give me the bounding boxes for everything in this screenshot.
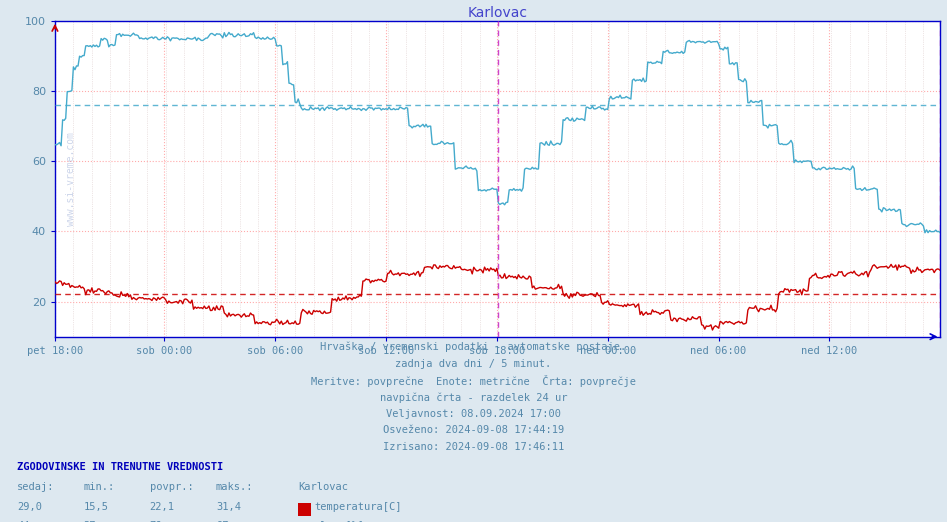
- Text: zadnja dva dni / 5 minut.: zadnja dva dni / 5 minut.: [396, 359, 551, 369]
- Text: www.si-vreme.com: www.si-vreme.com: [65, 132, 76, 226]
- Text: 29,0: 29,0: [17, 502, 42, 512]
- Text: 97: 97: [216, 521, 228, 522]
- Text: navpična črta - razdelek 24 ur: navpična črta - razdelek 24 ur: [380, 392, 567, 402]
- Text: Osveženo: 2024-09-08 17:44:19: Osveženo: 2024-09-08 17:44:19: [383, 425, 564, 435]
- Text: maks.:: maks.:: [216, 482, 254, 492]
- Text: povpr.:: povpr.:: [150, 482, 193, 492]
- Text: 15,5: 15,5: [83, 502, 108, 512]
- Text: 76: 76: [150, 521, 162, 522]
- Text: 44: 44: [17, 521, 29, 522]
- Text: 22,1: 22,1: [150, 502, 174, 512]
- Text: 31,4: 31,4: [216, 502, 241, 512]
- Text: sedaj:: sedaj:: [17, 482, 55, 492]
- Title: Karlovac: Karlovac: [468, 6, 527, 20]
- Text: Karlovac: Karlovac: [298, 482, 348, 492]
- Text: Hrvaška / vremenski podatki - avtomatske postaje.: Hrvaška / vremenski podatki - avtomatske…: [320, 342, 627, 352]
- Text: Izrisano: 2024-09-08 17:46:11: Izrisano: 2024-09-08 17:46:11: [383, 442, 564, 452]
- Text: temperatura[C]: temperatura[C]: [314, 502, 402, 512]
- Text: ZGODOVINSKE IN TRENUTNE VREDNOSTI: ZGODOVINSKE IN TRENUTNE VREDNOSTI: [17, 462, 223, 472]
- Text: 37: 37: [83, 521, 96, 522]
- Text: Meritve: povprečne  Enote: metrične  Črta: povprečje: Meritve: povprečne Enote: metrične Črta:…: [311, 375, 636, 387]
- Text: Veljavnost: 08.09.2024 17:00: Veljavnost: 08.09.2024 17:00: [386, 409, 561, 419]
- Text: vlaga[%]: vlaga[%]: [314, 521, 365, 522]
- Text: min.:: min.:: [83, 482, 115, 492]
